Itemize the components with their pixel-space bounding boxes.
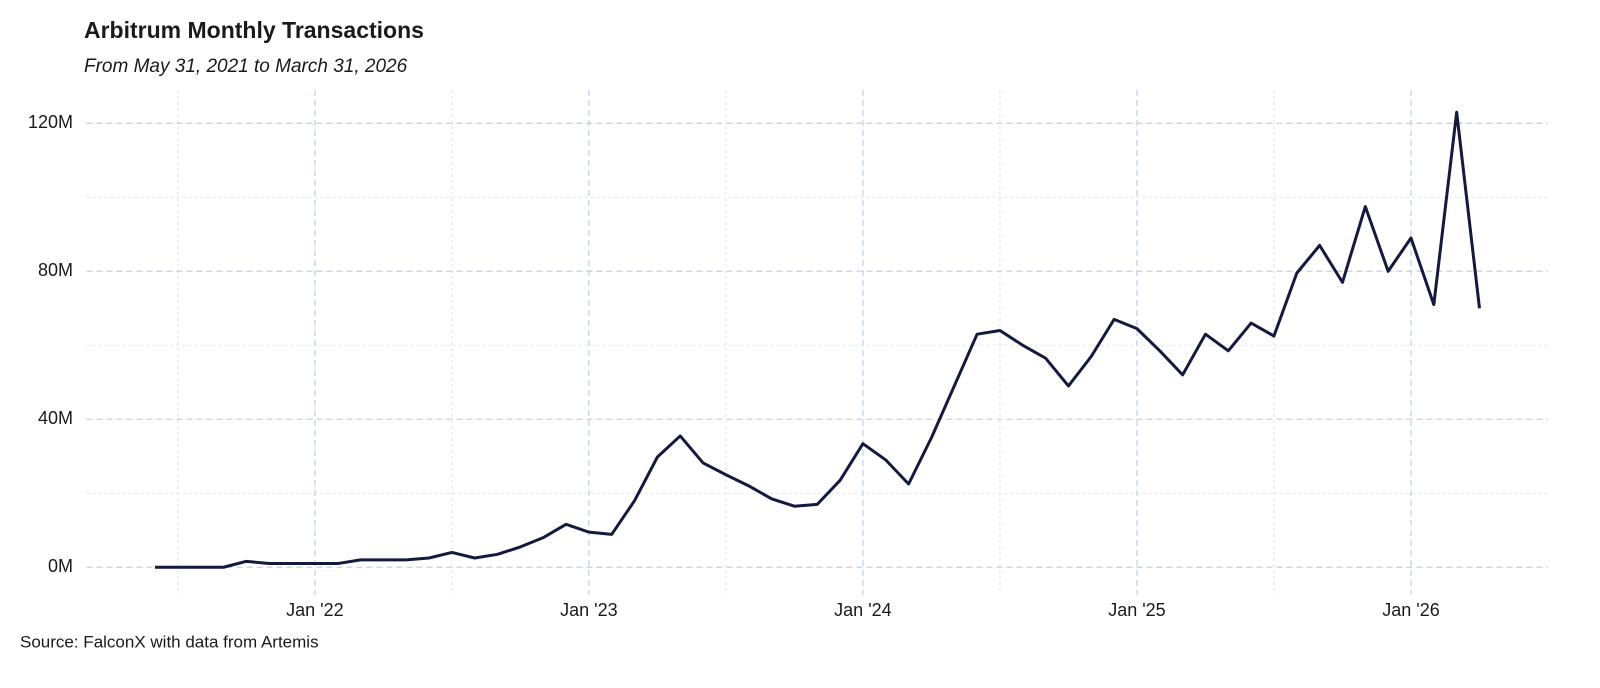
x-tick-label: Jan '22 — [286, 600, 343, 620]
y-tick-label: 120M — [28, 112, 73, 132]
y-tick-label: 0M — [48, 556, 73, 576]
chart-subtitle: From May 31, 2021 to March 31, 2026 — [84, 56, 408, 77]
x-tick-label: Jan '26 — [1382, 600, 1439, 620]
y-tick-label: 40M — [38, 408, 73, 428]
x-tick-label: Jan '23 — [560, 600, 617, 620]
x-tick-label: Jan '25 — [1108, 600, 1165, 620]
chart-source: Source: FalconX with data from Artemis — [20, 632, 319, 651]
chart-title: Arbitrum Monthly Transactions — [84, 17, 424, 43]
line — [155, 110, 1481, 569]
y-tick-label: 80M — [38, 260, 73, 280]
x-tick-label: Jan '24 — [834, 600, 891, 620]
